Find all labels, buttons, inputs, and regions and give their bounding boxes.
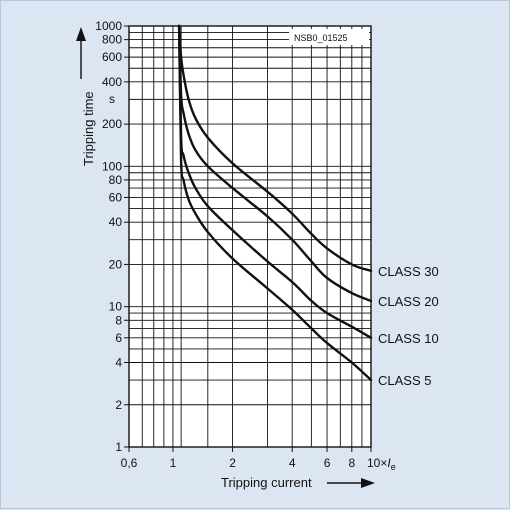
x-axis-title-group: Tripping current [221, 475, 375, 490]
x-tick-label: 2 [229, 456, 236, 470]
x-axis-arrow-icon [361, 478, 375, 488]
series-curves [177, 24, 373, 382]
x-tick-label: 1 [170, 456, 177, 470]
y-tick-label: 2 [115, 398, 122, 412]
figure-code-box: NSB0_01525 [289, 29, 369, 45]
y-axis-unit: s [109, 92, 115, 106]
y-tick-label: 10 [109, 300, 123, 314]
series-line-class-10 [177, 24, 373, 339]
series-label: CLASS 20 [378, 294, 439, 309]
y-axis-title: Tripping time [81, 91, 96, 166]
y-tick-label: 600 [102, 50, 122, 64]
series-line-class-20 [177, 24, 373, 303]
series-label: CLASS 30 [378, 264, 439, 279]
y-tick-label: 200 [102, 117, 122, 131]
x-tick-label: 0,6 [121, 456, 138, 470]
y-tick-label: 20 [109, 257, 123, 271]
y-tick-label: 1 [115, 440, 122, 454]
x-tick-label: 8 [348, 456, 355, 470]
y-tick-label: 8 [115, 313, 122, 327]
y-tick-label: 6 [115, 331, 122, 345]
y-tick-label: 80 [109, 173, 123, 187]
x-tick-label: 10×Ie [367, 456, 396, 472]
y-tick-label: 40 [109, 215, 123, 229]
series-line-class-5 [177, 24, 373, 382]
series-line-class-30 [177, 24, 373, 272]
x-tick-label: 6 [324, 456, 331, 470]
x-axis-title: Tripping current [221, 475, 312, 490]
y-tick-label: 4 [115, 356, 122, 370]
y-axis-arrow-icon [76, 27, 86, 41]
series-label: CLASS 5 [378, 373, 431, 388]
figure-code: NSB0_01525 [294, 33, 348, 43]
x-tick-label: 4 [289, 456, 296, 470]
y-tick-label: 60 [109, 190, 123, 204]
plot-background [129, 26, 371, 447]
series-labels: CLASS 30 CLASS 20 CLASS 10 CLASS 5 [378, 264, 439, 388]
y-axis-title-group: Tripping time s [76, 27, 115, 166]
plot-border [128, 25, 372, 448]
y-tick-label: 800 [102, 33, 122, 47]
y-tick-label: 1000 [95, 19, 122, 33]
y-tick-label: 100 [102, 159, 122, 173]
y-tick-label: 400 [102, 75, 122, 89]
series-label: CLASS 10 [378, 331, 439, 346]
